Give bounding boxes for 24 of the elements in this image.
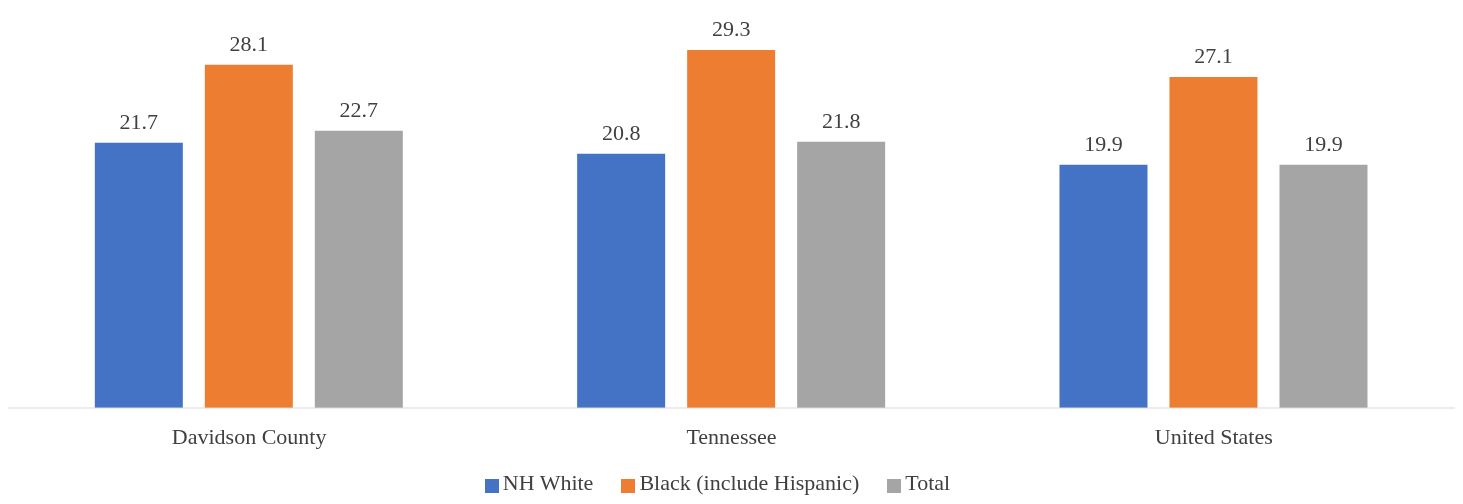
data-label: 20.8 — [601, 119, 641, 145]
data-label: 19.9 — [1084, 130, 1123, 156]
data-label: 29.3 — [711, 16, 751, 41]
bar — [1059, 164, 1148, 408]
legend-label: NH White — [502, 470, 594, 495]
data-label: 19.9 — [1304, 130, 1343, 156]
bar — [577, 153, 666, 408]
data-label: 21.8 — [821, 107, 861, 133]
bar — [1169, 76, 1258, 408]
bar — [797, 141, 886, 408]
data-label: 21.7 — [119, 108, 159, 134]
data-label: 28.1 — [229, 30, 269, 56]
bar — [204, 64, 293, 408]
x-tick-label: Davidson County — [171, 423, 327, 449]
bar — [314, 130, 403, 408]
bar — [1279, 164, 1368, 408]
bar — [94, 142, 183, 408]
bar — [687, 50, 776, 408]
legend-label: Total — [905, 470, 951, 495]
data-label: 27.1 — [1194, 42, 1233, 68]
data-label: 22.7 — [339, 96, 379, 122]
x-tick-label: Tennessee — [686, 423, 777, 449]
x-tick-label: United States — [1154, 423, 1273, 449]
legend-label: Black (include Hispanic) — [639, 470, 860, 495]
